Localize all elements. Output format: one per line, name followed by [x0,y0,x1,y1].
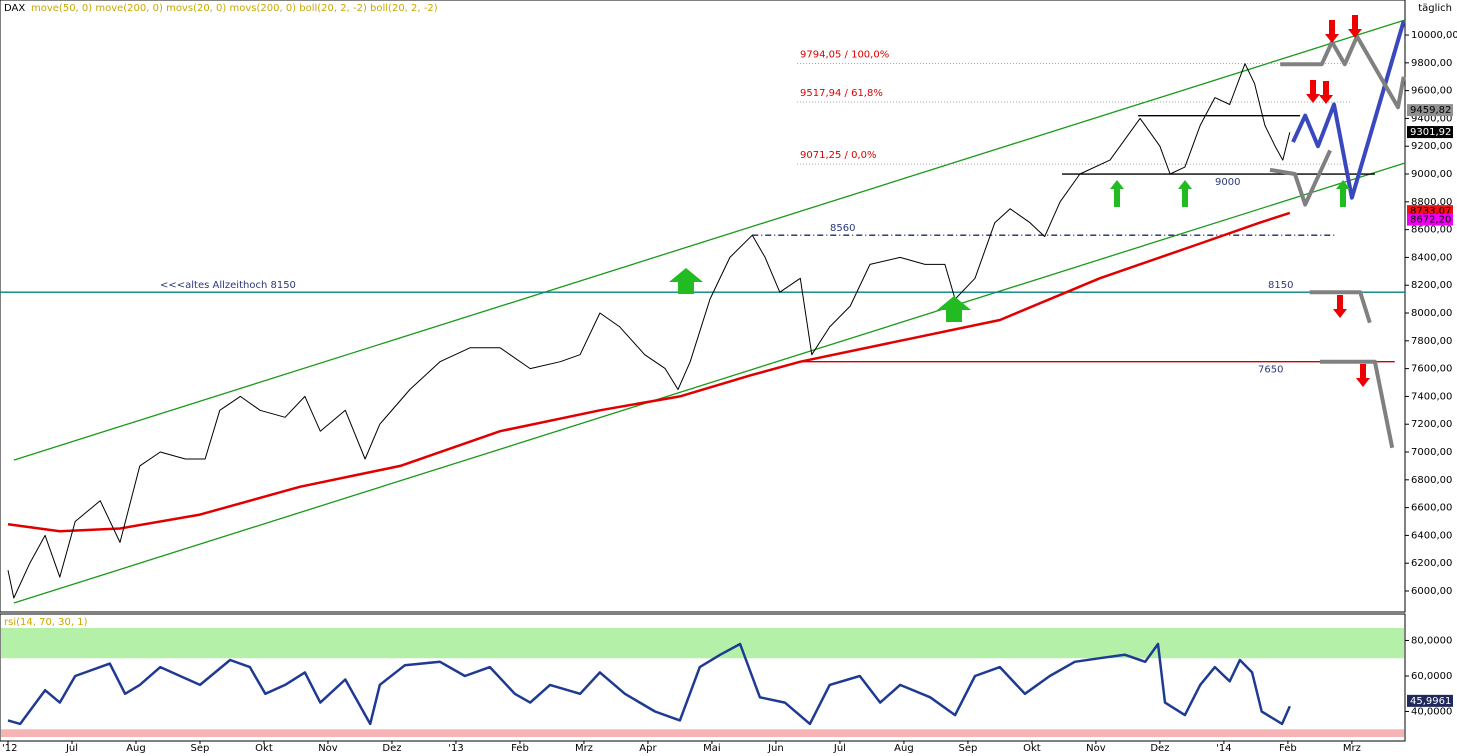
period-label: täglich [1418,3,1452,14]
x-tick-label: Aug [894,743,914,754]
level-label: 9071,25 / 0,0% [800,150,876,161]
y-tick-label: 60,0000 [1411,671,1452,682]
y-tick-label: 7200,00 [1411,419,1452,430]
price-box [1407,126,1453,139]
channel-line [13,162,1406,604]
level-label: 7650 [1258,365,1283,376]
price-box-label: 9301,92 [1410,127,1451,138]
price-box-label: 8672,20 [1410,215,1451,226]
x-tick-label: Dez [382,743,401,754]
x-tick-label: Nov [1086,743,1106,754]
price-line [7,63,1291,599]
y-tick-label: 6000,00 [1411,586,1452,597]
x-tick-label: '14 [1216,743,1231,754]
y-tick-label: 7800,00 [1411,336,1452,347]
level-label: 9794,05 / 100,0% [800,50,889,61]
level-label: 9517,94 / 61,8% [800,88,883,99]
indicator-list: move(50, 0) move(200, 0) movs(20, 0) mov… [31,3,438,14]
y-tick-label: 7000,00 [1411,447,1452,458]
x-tick-label: Okt [1023,743,1041,754]
y-tick-label: 9600,00 [1411,86,1452,97]
x-tick-label: Jul [65,743,78,754]
projection-line [1319,359,1395,449]
y-tick-label: 80,0000 [1411,635,1452,646]
x-tick-label: Mai [703,743,721,754]
y-tick-label: 9000,00 [1411,169,1452,180]
y-tick-label: 10000,00 [1411,30,1457,41]
y-tick-label: 8600,00 [1411,225,1452,236]
y-tick-label: 6800,00 [1411,475,1452,486]
projection-line [1291,20,1406,200]
rsi-value-label: 45,9961 [1410,696,1451,707]
x-tick-label: Apr [639,743,657,754]
x-tick-label: Sep [958,743,977,754]
channel-line [13,19,1406,461]
y-tick-label: 8400,00 [1411,252,1452,263]
oversold-zone [1,729,1404,737]
level-label: 8560 [830,223,855,234]
rsi-label: rsi(14, 70, 30, 1) [4,617,88,628]
level-label: <<<altes Allzeithoch 8150 [160,280,296,291]
rsi-value-box [1407,694,1453,707]
y-tick-label: 6600,00 [1411,503,1452,514]
overbought-zone [1,628,1404,659]
x-tick-label: Aug [126,743,146,754]
x-tick-label: Mrz [575,743,593,754]
x-tick-label: '13 [448,743,463,754]
projection-line [1280,34,1406,110]
price-box [1407,213,1453,226]
x-tick-label: Nov [318,743,338,754]
y-tick-label: 9200,00 [1411,141,1452,152]
x-tick-label: Okt [255,743,273,754]
rsi-line [7,642,1291,726]
y-tick-label: 8000,00 [1411,308,1452,319]
y-tick-label: 40,0000 [1411,707,1452,718]
price-box [1407,104,1453,117]
plot-layer: 6000,00 6200,00 6400,00 6600,00 6800,00 7000,… [0,19,1457,754]
price-box-label: 8733,07 [1410,206,1451,217]
x-tick-label: Sep [191,743,210,754]
main-panel [0,0,1406,613]
y-tick-label: 9400,00 [1411,113,1452,124]
y-tick-label: 6200,00 [1411,558,1452,569]
y-tick-label: 7400,00 [1411,391,1452,402]
x-tick-label: Feb [511,743,529,754]
projection-line [1269,149,1332,207]
x-tick-label: Dez [1150,743,1169,754]
y-tick-label: 6400,00 [1411,530,1452,541]
x-tick-label: Jul [833,743,846,754]
x-tick-label: Feb [1279,743,1297,754]
instrument-name: DAX [4,3,25,14]
y-tick-label: 8200,00 [1411,280,1452,291]
level-label: 8150 [1268,280,1293,291]
x-tick-label: '12 [2,743,17,754]
price-box-label: 9459,82 [1410,105,1451,116]
y-tick-label: 9800,00 [1411,58,1452,69]
projection-line [1309,290,1372,324]
level-label: 9000 [1215,177,1240,188]
x-tick-label: Jun [767,743,784,754]
y-tick-label: 7600,00 [1411,364,1452,375]
x-tick-label: Mrz [1343,743,1361,754]
y-tick-label: 8800,00 [1411,197,1452,208]
moving-average [7,211,1291,533]
